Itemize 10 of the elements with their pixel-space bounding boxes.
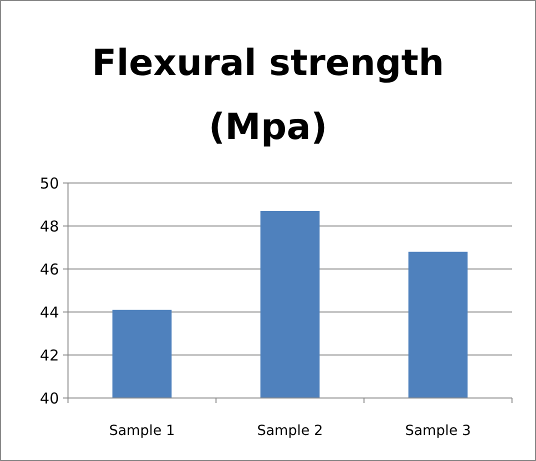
y-tick-label: 40: [40, 389, 59, 408]
y-tick-label: 50: [40, 174, 59, 192]
y-tick-label: 46: [40, 260, 59, 278]
chart-title: Flexural strength (Mpa): [92, 43, 444, 148]
y-tick-label: 44: [40, 303, 59, 322]
x-tick-label: Sample 2: [257, 423, 323, 439]
x-tick-label: Sample 1: [109, 423, 175, 439]
y-tick-label: 48: [40, 217, 59, 236]
x-tick-label: Sample 3: [405, 423, 471, 439]
y-tick-label: 42: [40, 346, 59, 364]
